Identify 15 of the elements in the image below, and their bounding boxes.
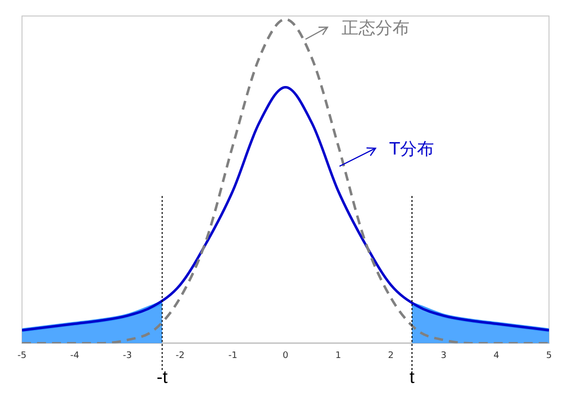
x-tick-label: -4 bbox=[70, 350, 80, 361]
ref-line-label: t bbox=[409, 367, 414, 388]
x-tick-label: 3 bbox=[440, 350, 446, 361]
ref-line-label: -t bbox=[156, 367, 168, 388]
x-tick-label: 1 bbox=[335, 350, 342, 361]
x-tick-label: 2 bbox=[388, 350, 394, 361]
x-tick-label: -2 bbox=[176, 350, 185, 361]
x-tick-label: 5 bbox=[546, 350, 552, 361]
x-tick-label: -3 bbox=[122, 350, 132, 361]
x-tick-label: 0 bbox=[282, 350, 289, 361]
x-tick-label: 4 bbox=[493, 350, 500, 361]
legend-label: T分布 bbox=[388, 140, 434, 160]
x-tick-label: -1 bbox=[228, 350, 238, 361]
legend-label: 正态分布 bbox=[342, 18, 410, 39]
x-tick-label: -5 bbox=[18, 350, 26, 361]
